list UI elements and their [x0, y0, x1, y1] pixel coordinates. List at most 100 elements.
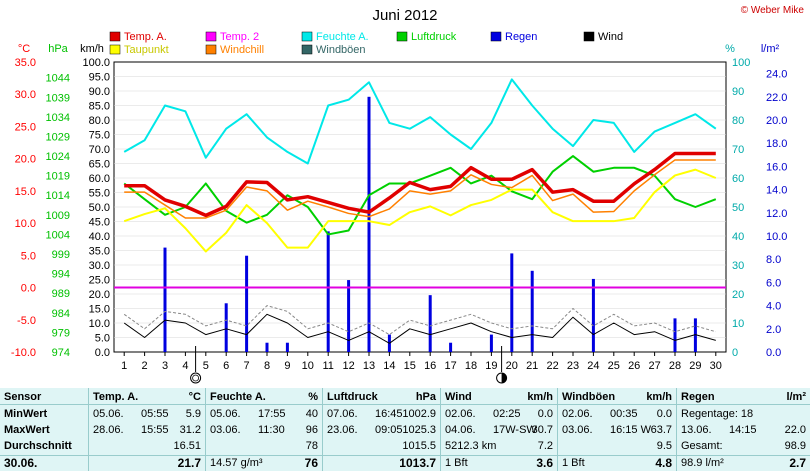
header-pressure-unit: hPa — [415, 391, 436, 403]
legend-swatch — [109, 44, 121, 55]
kmh-tick-label: 45.0 — [89, 217, 110, 229]
day-label: 18 — [465, 360, 477, 372]
kmh-axis-label: km/h — [80, 43, 104, 55]
pressure-last-value: 1013.7 — [399, 456, 436, 470]
rain-max-date: 13.06. — [681, 424, 712, 436]
celsius-tick-label: 25.0 — [15, 121, 36, 133]
legend-swatch — [396, 31, 408, 42]
celsius-tick-label: -10.0 — [11, 347, 36, 359]
humidity-line — [123, 78, 717, 165]
legend-label: Taupunkt — [124, 44, 169, 56]
celsius-tick-label: 20.0 — [15, 154, 36, 166]
rain-max-time: 14:15 — [729, 424, 757, 436]
day-label: 3 — [162, 360, 168, 372]
percent-tick-label: 100 — [732, 57, 750, 69]
temp-avg-value: 16.51 — [173, 440, 201, 452]
rain-bar — [693, 318, 697, 352]
pressure-avg-value: 1015.5 — [402, 440, 436, 452]
temp-min-date: 05.06. — [93, 408, 124, 420]
rain-bar — [285, 342, 289, 352]
rain-last-value: 2.7 — [789, 456, 806, 470]
header-sensor: Sensor — [4, 391, 42, 403]
hpa-tick-label: 1034 — [46, 112, 70, 124]
humidity-avg-value: 78 — [305, 440, 318, 452]
humidity-max-time: 11:30 — [258, 424, 285, 436]
rain-bar — [489, 334, 493, 352]
day-label: 12 — [342, 360, 354, 372]
day-label: 19 — [485, 360, 497, 372]
celsius-tick-label: 0.0 — [21, 283, 36, 295]
header-wind: Wind — [445, 391, 472, 403]
rain-month-total: 98.9 l/m² — [681, 457, 724, 469]
gust-avg-value: 9.5 — [656, 440, 672, 452]
rain-tick-label: 12.0 — [766, 208, 787, 220]
header-humidity-unit: % — [308, 391, 318, 403]
col-divider — [440, 388, 441, 471]
day-label: 2 — [142, 360, 148, 372]
rain-tick-label: 24.0 — [766, 69, 787, 81]
summary-col-wind: Wind km/h 02.06. 02:25 0.0 04.06. 17W-SW 30.7… — [441, 388, 557, 471]
row-label-min: MinWert — [4, 408, 48, 420]
percent-tick-label: 0 — [732, 347, 738, 359]
wind-line — [123, 313, 716, 344]
celsius-tick-label: 30.0 — [15, 89, 36, 101]
legend-swatch — [583, 31, 595, 42]
hpa-tick-label: 989 — [52, 288, 70, 300]
rain-days: Regentage: 18 — [681, 408, 754, 420]
day-label: 5 — [203, 360, 209, 372]
rain-tick-label: 18.0 — [766, 138, 787, 150]
kmh-tick-label: 100.0 — [82, 57, 110, 69]
summary-col-humidity: Feuchte A.% 05.06. 17:55 40 03.06. 11:30 96 … — [206, 388, 322, 471]
temperature-line — [124, 151, 716, 218]
wind-distance: 5212.3 km — [445, 440, 497, 452]
hpa-axis-label: hPa — [48, 43, 68, 55]
moon-new-icon — [190, 372, 202, 384]
rain-total-label: Gesamt: — [681, 440, 723, 452]
rain-bar — [510, 253, 514, 352]
col-divider — [88, 388, 89, 471]
dewpoint-line — [123, 168, 717, 253]
rain-bar — [449, 342, 453, 352]
day-label: 30 — [710, 360, 722, 372]
rain-bar — [245, 255, 249, 352]
col-divider — [322, 388, 323, 471]
legend-swatch — [490, 31, 502, 42]
wind-bft: 1 Bft — [445, 457, 468, 469]
percent-tick-label: 20 — [732, 289, 744, 301]
hpa-tick-label: 1019 — [46, 171, 70, 183]
header-temp: Temp. A. — [93, 391, 139, 403]
humidity-min-value: 40 — [305, 408, 318, 420]
header-rain: Regen — [681, 391, 715, 403]
celsius-tick-label: 5.0 — [21, 250, 36, 262]
pressure-min-time: 16:45 — [375, 408, 403, 420]
legend-swatch — [301, 44, 313, 55]
rain-max-value: 22.0 — [784, 424, 806, 436]
gust-max-date: 03.06. — [562, 424, 593, 436]
hpa-tick-label: 1009 — [46, 210, 70, 222]
legend-label: Wind — [598, 31, 623, 43]
percent-tick-label: 60 — [732, 173, 744, 185]
day-label: 23 — [567, 360, 579, 372]
percent-tick-label: 90 — [732, 86, 744, 98]
wind-avg-value: 7.2 — [537, 440, 553, 452]
hpa-tick-label: 974 — [52, 347, 70, 359]
celsius-tick-label: 15.0 — [15, 186, 36, 198]
celsius-tick-label: 10.0 — [15, 218, 36, 230]
kmh-tick-label: 85.0 — [89, 101, 110, 113]
pressure-max-value: 1025.3 — [402, 424, 436, 436]
kmh-tick-label: 35.0 — [89, 246, 110, 258]
rain-bar — [326, 231, 330, 352]
hpa-tick-label: 984 — [52, 308, 70, 320]
moon-phase-markers — [190, 346, 508, 384]
day-label: 7 — [244, 360, 250, 372]
celsius-axis-label: °C — [18, 43, 30, 55]
gust-min-date: 02.06. — [562, 408, 593, 420]
day-label: 9 — [284, 360, 290, 372]
row-label-avg: Durchschnitt — [4, 440, 72, 452]
row-label-last: 30.06. — [4, 456, 38, 470]
header-temp-unit: °C — [188, 391, 201, 403]
day-label: 13 — [363, 360, 375, 372]
kmh-tick-label: 50.0 — [89, 202, 110, 214]
rain-tick-label: 6.0 — [766, 277, 781, 289]
day-label: 29 — [689, 360, 701, 372]
